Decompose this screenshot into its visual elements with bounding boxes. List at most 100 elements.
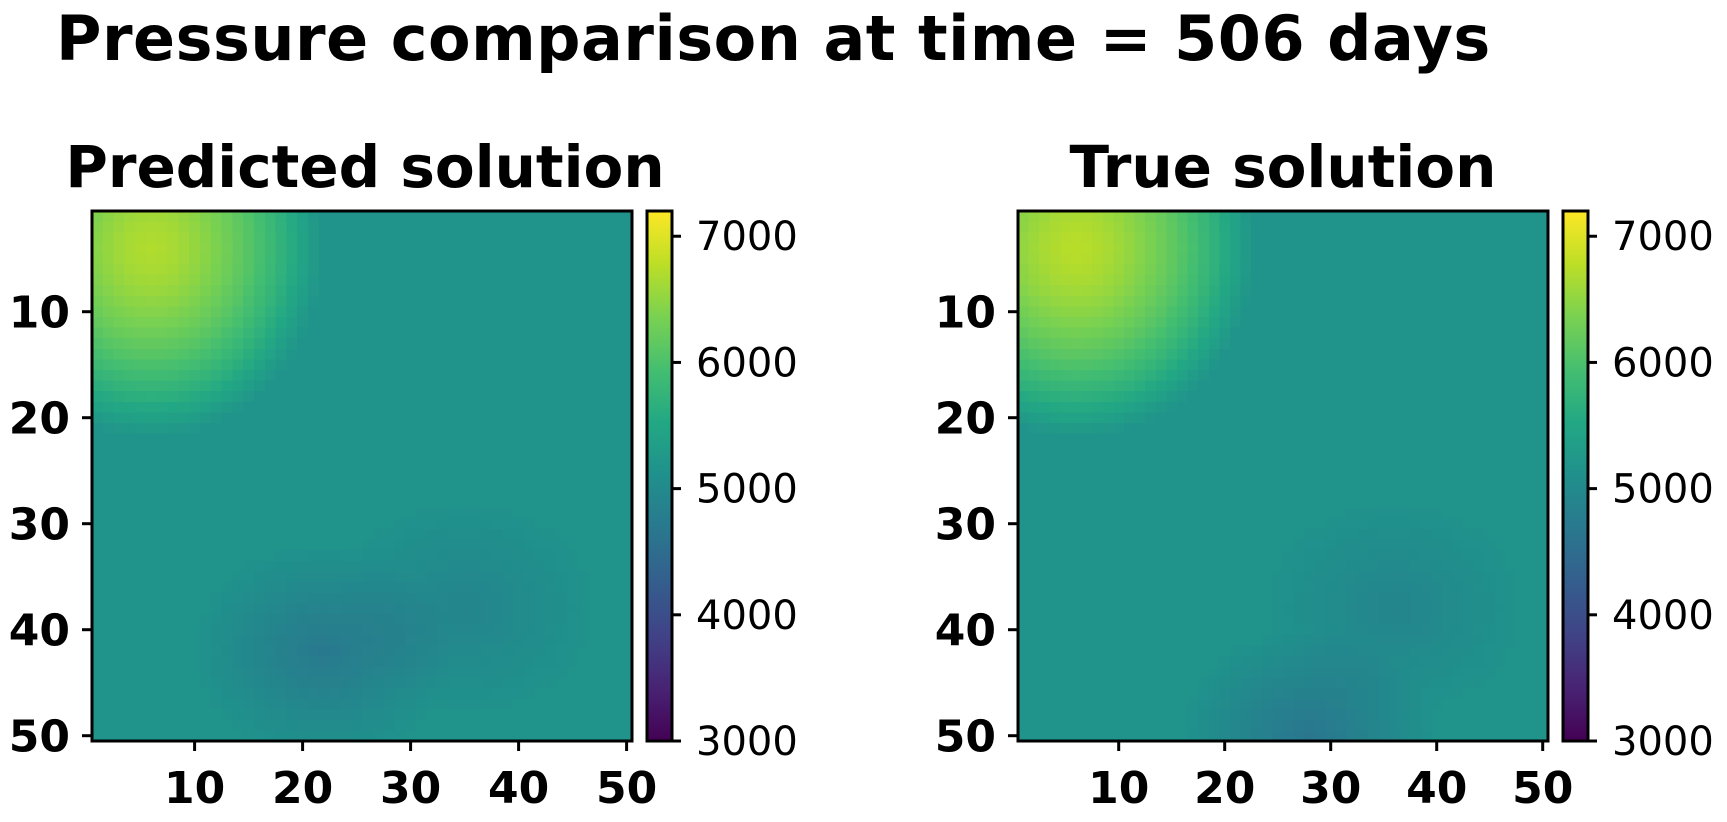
heatmap-cell xyxy=(340,645,352,657)
heatmap-cell xyxy=(1018,688,1030,700)
heatmap-cell xyxy=(1314,433,1326,445)
heatmap-cell xyxy=(254,433,266,445)
heatmap-cell xyxy=(1092,295,1104,307)
heatmap-cell xyxy=(200,603,212,615)
heatmap-cell xyxy=(102,264,115,276)
heatmap-cell xyxy=(491,656,503,668)
heatmap-cell xyxy=(1134,391,1146,403)
heatmap-cell xyxy=(1293,253,1305,265)
heatmap-cell xyxy=(1219,635,1231,647)
heatmap-cell xyxy=(1495,317,1507,329)
heatmap-cell xyxy=(1378,232,1390,244)
heatmap-cell xyxy=(1198,645,1210,657)
heatmap-cell xyxy=(113,698,125,710)
heatmap-cell xyxy=(1399,603,1411,615)
heatmap-cell xyxy=(1505,444,1517,456)
heatmap-cell xyxy=(383,688,395,700)
heatmap-cell xyxy=(340,550,352,562)
heatmap-cell xyxy=(534,666,547,678)
heatmap-cell xyxy=(1081,507,1093,519)
heatmap-cell xyxy=(545,486,557,498)
heatmap-cell xyxy=(372,433,385,445)
heatmap-cell xyxy=(1410,242,1422,254)
heatmap-cell xyxy=(1049,380,1061,392)
heatmap-cell xyxy=(1378,264,1390,276)
heatmap-cell xyxy=(102,624,115,636)
heatmap-cell xyxy=(513,433,525,445)
heatmap-cell xyxy=(1357,295,1369,307)
heatmap-cell xyxy=(405,666,417,678)
heatmap-cell xyxy=(459,476,471,488)
heatmap-cell xyxy=(1166,221,1178,233)
heatmap-cell xyxy=(156,242,169,254)
heatmap-cell xyxy=(1071,370,1083,382)
heatmap-cell xyxy=(286,603,298,615)
heatmap-cell xyxy=(1367,529,1379,541)
heatmap-cell xyxy=(1357,476,1369,488)
heatmap-cell xyxy=(1166,486,1178,498)
heatmap-cell xyxy=(254,624,266,636)
heatmap-cell xyxy=(178,560,190,572)
heatmap-cell xyxy=(102,317,115,329)
heatmap-cell xyxy=(124,465,136,477)
heatmap-cell xyxy=(1272,518,1284,530)
heatmap-cell xyxy=(275,433,287,445)
heatmap-cell xyxy=(1028,624,1040,636)
heatmap-cell xyxy=(383,327,395,339)
heatmap-cell xyxy=(1177,571,1189,583)
heatmap-cell xyxy=(1060,571,1072,583)
heatmap-cell xyxy=(1198,709,1210,721)
heatmap-cell xyxy=(513,370,525,382)
heatmap-cell xyxy=(221,635,233,647)
heatmap-cell xyxy=(1071,295,1083,307)
heatmap-cell xyxy=(394,476,406,488)
heatmap-cell xyxy=(1399,624,1411,636)
heatmap-cell xyxy=(1187,433,1199,445)
heatmap-cell xyxy=(210,253,223,265)
heatmap-cell xyxy=(1230,242,1242,254)
heatmap-cell xyxy=(416,539,428,551)
heatmap-cell xyxy=(1442,242,1454,254)
heatmap-cell xyxy=(1431,624,1443,636)
heatmap-cell xyxy=(599,539,611,551)
heatmap-cell xyxy=(1452,401,1464,413)
heatmap-cell xyxy=(459,391,471,403)
heatmap-cell xyxy=(102,550,115,562)
heatmap-cell xyxy=(1145,423,1157,435)
heatmap-cell xyxy=(610,645,622,657)
heatmap-cell xyxy=(1452,232,1464,244)
heatmap-cell xyxy=(1452,539,1464,551)
heatmap-cell xyxy=(394,550,406,562)
heatmap-cell xyxy=(556,624,568,636)
heatmap-cell xyxy=(567,454,579,466)
heatmap-cell xyxy=(1071,497,1083,509)
heatmap-cell xyxy=(264,444,277,456)
heatmap-cell xyxy=(1357,698,1369,710)
heatmap-cell xyxy=(124,677,136,689)
heatmap-cell xyxy=(146,274,158,286)
heatmap-cell xyxy=(470,253,482,265)
heatmap-cell xyxy=(189,550,201,562)
heatmap-cell xyxy=(1039,539,1051,551)
heatmap-cell xyxy=(221,645,233,657)
heatmap-cell xyxy=(1410,571,1422,583)
heatmap-cell xyxy=(610,274,622,286)
heatmap-cell xyxy=(124,603,136,615)
heatmap-cell xyxy=(178,433,190,445)
heatmap-cell xyxy=(167,688,179,700)
heatmap-cell xyxy=(578,264,590,276)
heatmap-cell xyxy=(588,677,601,689)
heatmap-cell xyxy=(599,677,611,689)
heatmap-cell xyxy=(329,677,341,689)
heatmap-cell xyxy=(534,560,547,572)
heatmap-cell xyxy=(156,709,169,721)
heatmap-cell xyxy=(254,465,266,477)
heatmap-cell xyxy=(1113,698,1125,710)
heatmap-cell xyxy=(1272,539,1284,551)
heatmap-cell xyxy=(1134,242,1146,254)
heatmap-cell xyxy=(524,719,536,731)
heatmap-cell xyxy=(102,306,115,318)
heatmap-cell xyxy=(1357,348,1369,360)
heatmap-cell xyxy=(1495,698,1507,710)
heatmap-cell xyxy=(156,582,169,594)
